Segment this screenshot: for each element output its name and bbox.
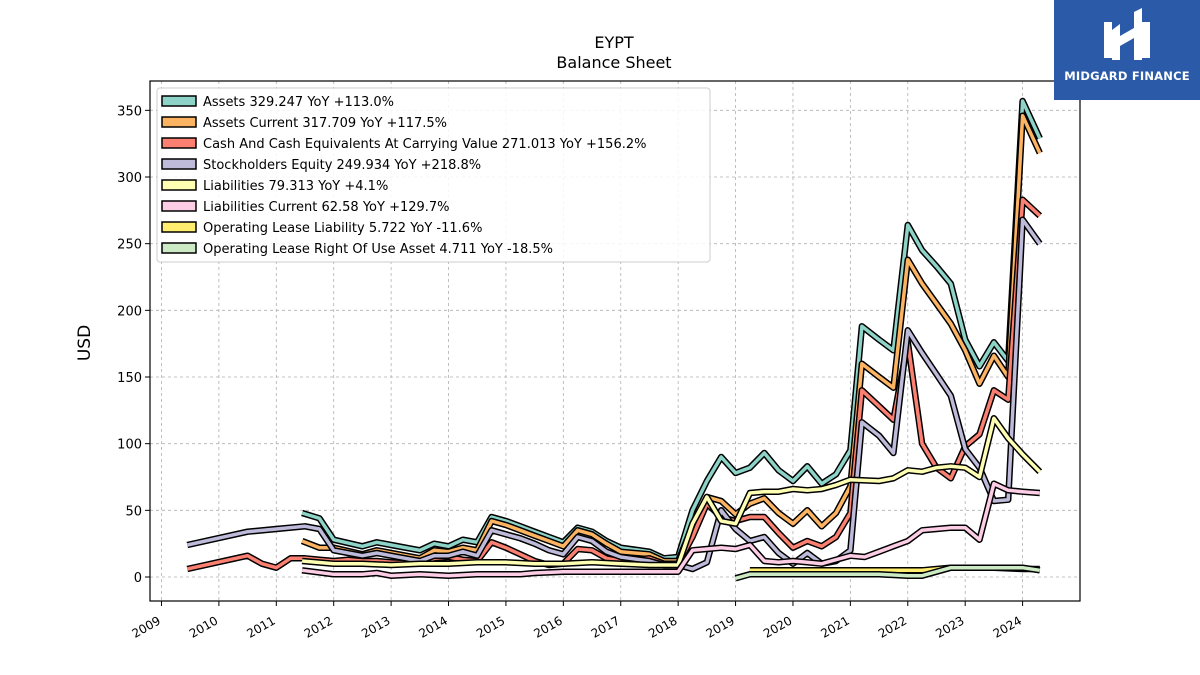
y-tick-label: 200 <box>117 304 142 319</box>
x-tick-label: 2010 <box>187 613 220 640</box>
legend-entry: Assets 329.247 YoY +113.0% <box>203 95 394 110</box>
legend-box <box>156 87 711 263</box>
y-tick-label: 50 <box>125 504 142 519</box>
legend-swatch <box>161 95 197 107</box>
x-tick-label: 2015 <box>474 613 507 640</box>
series-outline <box>301 415 1043 569</box>
x-tick-label: 2024 <box>991 613 1024 640</box>
legend-swatch <box>161 179 197 191</box>
chart-subtitle: Balance Sheet <box>556 53 671 72</box>
series-line <box>301 99 1042 561</box>
brand-logo: MIDGARD FINANCE <box>1054 0 1200 100</box>
plot-frame <box>149 80 1081 602</box>
x-tick-label: 2011 <box>244 613 277 640</box>
x-axis-ticks: 2009 2010 2011 2012 2013 2014 2015 2016 2017 2018… <box>130 601 1024 641</box>
legend-entry: Liabilities Current 62.58 YoY +129.7% <box>203 200 450 215</box>
x-tick-label: 2014 <box>417 613 450 640</box>
y-tick-label: 100 <box>117 438 142 453</box>
legend-entry: Operating Lease Liability 5.722 YoY -11.… <box>203 221 482 236</box>
x-tick-label: 2020 <box>761 613 794 640</box>
x-tick-label: 2018 <box>646 613 679 640</box>
series-line <box>301 481 1040 578</box>
series-6 <box>301 480 1041 579</box>
x-tick-label: 2017 <box>589 613 622 640</box>
brand-mark-icon <box>1104 8 1150 60</box>
x-tick-label: 2021 <box>818 613 851 640</box>
y-tick-label: 0 <box>134 571 142 586</box>
y-axis-label: USD <box>75 325 95 361</box>
legend-swatch <box>161 221 197 233</box>
x-tick-label: 2019 <box>704 613 737 640</box>
legend-swatch <box>161 242 197 254</box>
series-line <box>735 565 1041 580</box>
series-1 <box>301 97 1043 562</box>
x-tick-label: 2016 <box>531 613 564 640</box>
series-line <box>301 416 1042 567</box>
legend-entry: Operating Lease Right Of Use Asset 4.711… <box>203 242 553 257</box>
x-tick-label: 2022 <box>876 613 909 640</box>
y-tick-label: 300 <box>117 171 142 186</box>
y-tick-label: 150 <box>117 371 142 386</box>
legend-entry: Assets Current 317.709 YoY +117.5% <box>203 116 447 131</box>
legend: Assets 329.247 YoY +113.0% Assets Current… <box>156 87 711 263</box>
legend-swatch <box>161 158 197 170</box>
series-5 <box>301 415 1043 569</box>
x-tick-label: 2009 <box>130 613 163 640</box>
y-tick-label: 250 <box>117 238 142 253</box>
x-tick-label: 2023 <box>933 613 966 640</box>
legend-swatch <box>161 116 197 128</box>
x-tick-label: 2013 <box>359 613 392 640</box>
legend-entry: Cash And Cash Equivalents At Carrying Va… <box>203 137 646 152</box>
chart-title: EYPT <box>594 33 634 52</box>
legend-entry: Stockholders Equity 249.934 YoY +218.8% <box>203 158 481 173</box>
y-tick-label: 350 <box>117 104 142 119</box>
legend-entry: Liabilities 79.313 YoY +4.1% <box>203 179 388 194</box>
series-lines <box>186 97 1043 582</box>
series-8 <box>734 564 1041 582</box>
x-tick-label: 2012 <box>302 613 335 640</box>
brand-name: MIDGARD FINANCE <box>1064 69 1190 83</box>
y-axis-ticks: 0 50 100 150 200 250 300 350 <box>117 104 150 586</box>
legend-swatch <box>161 200 197 212</box>
legend-swatch <box>161 137 197 149</box>
